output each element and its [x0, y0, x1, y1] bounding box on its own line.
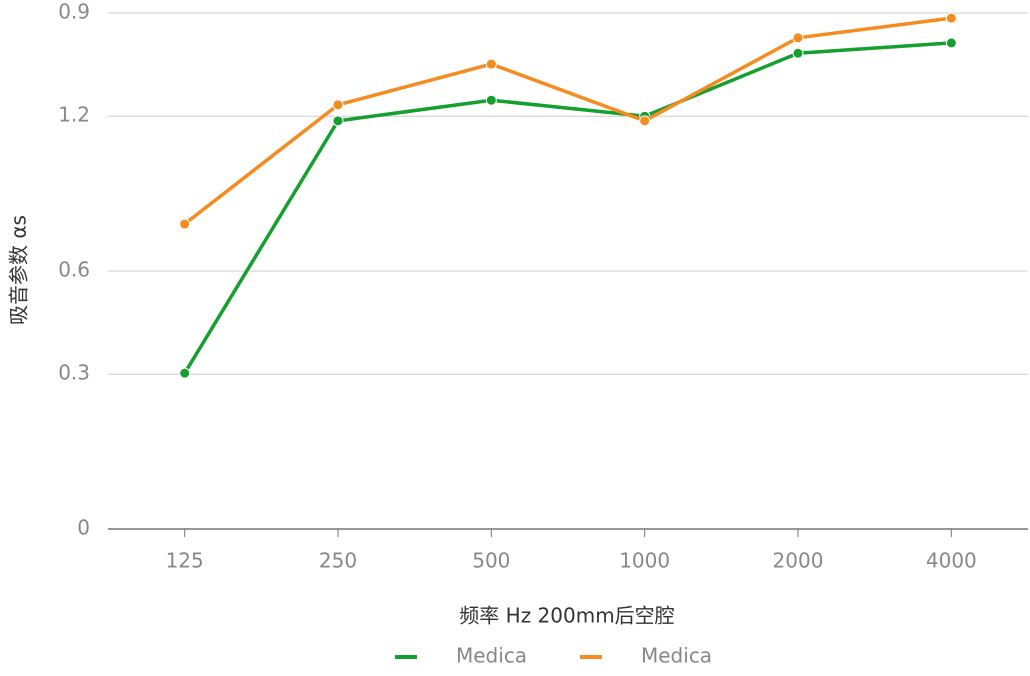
y-tick-label: 0.3 [58, 361, 90, 385]
data-point [485, 94, 497, 106]
data-point [332, 99, 344, 111]
series-line [183, 16, 952, 226]
x-tick-label: 4000 [926, 549, 977, 573]
x-tick-label: 500 [472, 549, 510, 573]
x-tick-label: 2000 [773, 549, 824, 573]
x-axis-label: 频率 Hz 200mm后空腔 [459, 604, 674, 628]
data-point [792, 32, 804, 44]
y-tick-label: 0.9 [58, 0, 90, 24]
y-axis-label: 吸音参数 αs [7, 215, 31, 325]
x-tick-label: 125 [166, 549, 204, 573]
y-tick-label: 0 [77, 516, 90, 540]
y-tick-label: 1.2 [58, 103, 90, 127]
legend-label[interactable]: Medica [456, 644, 527, 668]
data-point [792, 47, 804, 59]
data-point [945, 12, 957, 24]
legend-label[interactable]: Medica [641, 644, 712, 668]
y-tick-label: 0.6 [58, 258, 90, 282]
data-point [639, 115, 651, 127]
data-point [945, 37, 957, 49]
x-tick-label: 1000 [619, 549, 670, 573]
data-point [485, 58, 497, 70]
series-line [183, 41, 952, 375]
data-point [179, 218, 191, 230]
data-point [179, 367, 191, 379]
data-point [332, 115, 344, 127]
x-tick-label: 250 [319, 549, 357, 573]
